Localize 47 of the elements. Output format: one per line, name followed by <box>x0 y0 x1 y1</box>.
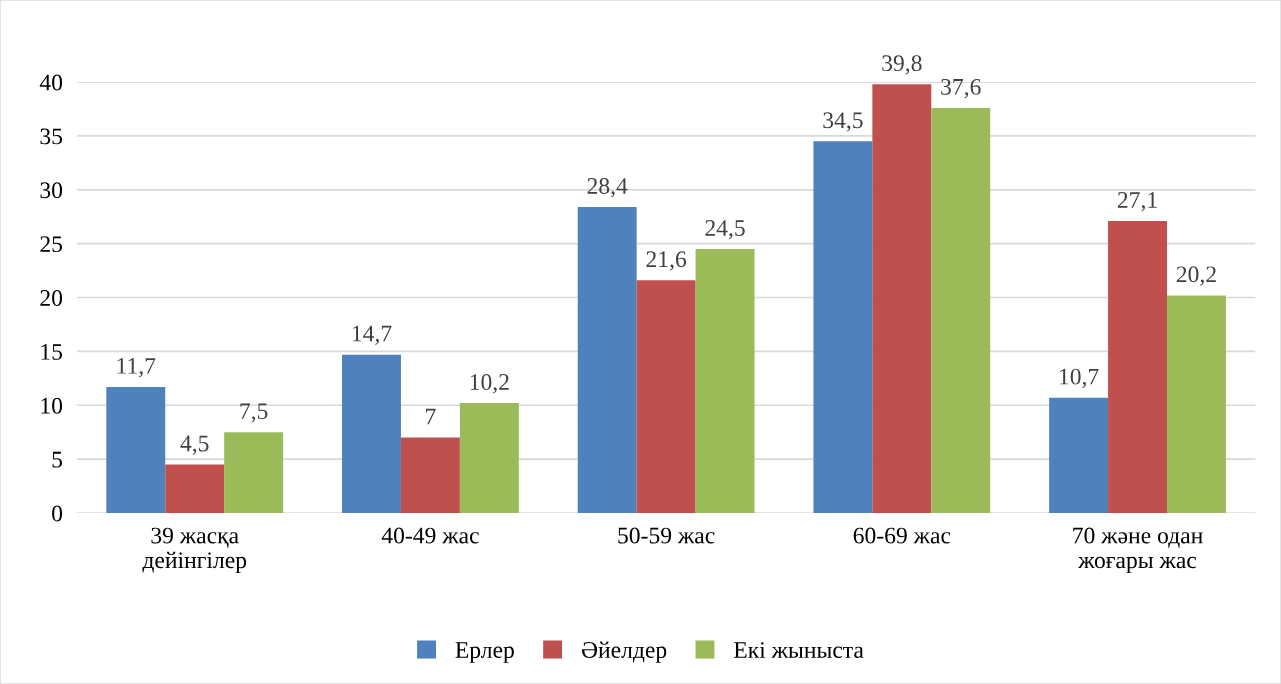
y-tick-label: 5 <box>52 451 63 468</box>
y-tick-label: 10 <box>41 397 63 414</box>
bar <box>577 207 637 513</box>
bar <box>459 403 519 513</box>
y-tick-label: 30 <box>40 182 63 199</box>
data-label: 24,5 <box>705 220 745 240</box>
x-tick-label: 70 және одан жоғары жас <box>1073 527 1203 573</box>
legend-label: Ерлер <box>455 642 514 663</box>
data-label: 21,6 <box>646 251 687 271</box>
bar <box>872 84 932 513</box>
data-label: 20,2 <box>1176 266 1216 286</box>
data-label: 11,7 <box>117 358 156 378</box>
y-tick-label: 0 <box>52 505 63 522</box>
bar <box>695 249 755 513</box>
x-tick-label: 60-69 жас <box>853 527 951 544</box>
y-tick-label: 40 <box>39 74 63 91</box>
data-label: 4,5 <box>180 435 209 455</box>
data-label: 34,5 <box>823 112 863 132</box>
bar <box>1108 221 1167 513</box>
bar <box>106 386 166 513</box>
bar <box>1166 295 1226 513</box>
bar <box>931 107 991 513</box>
data-label: 37,6 <box>941 78 981 99</box>
bar <box>165 464 225 513</box>
x-tick-label: 40-49 жас <box>381 527 479 544</box>
data-label: 14,7 <box>352 325 392 345</box>
data-label: 39,8 <box>882 55 922 75</box>
bar <box>636 280 696 513</box>
y-tick-label: 20 <box>40 290 63 306</box>
x-tick-label: 39 жасқа дейінгілер <box>142 527 247 573</box>
bar <box>813 141 873 513</box>
legend-label: Әйелдер <box>581 641 667 663</box>
bar <box>400 437 460 513</box>
y-tick-label: 25 <box>40 236 63 253</box>
bar <box>342 354 401 513</box>
legend-label: Екі жыныста <box>733 642 864 658</box>
data-label: 10,2 <box>470 374 509 394</box>
y-tick-label: 35 <box>40 128 63 145</box>
data-label: 7 <box>426 408 436 425</box>
x-tick-label: 50-59 жас <box>618 527 715 544</box>
y-tick-label: 15 <box>41 344 63 360</box>
bar <box>224 432 284 513</box>
bar <box>1049 397 1109 513</box>
data-label: 10,7 <box>1060 368 1099 388</box>
data-label: 28,4 <box>587 177 628 198</box>
data-label: 7,5 <box>240 403 268 423</box>
data-label: 27,1 <box>1117 192 1157 212</box>
